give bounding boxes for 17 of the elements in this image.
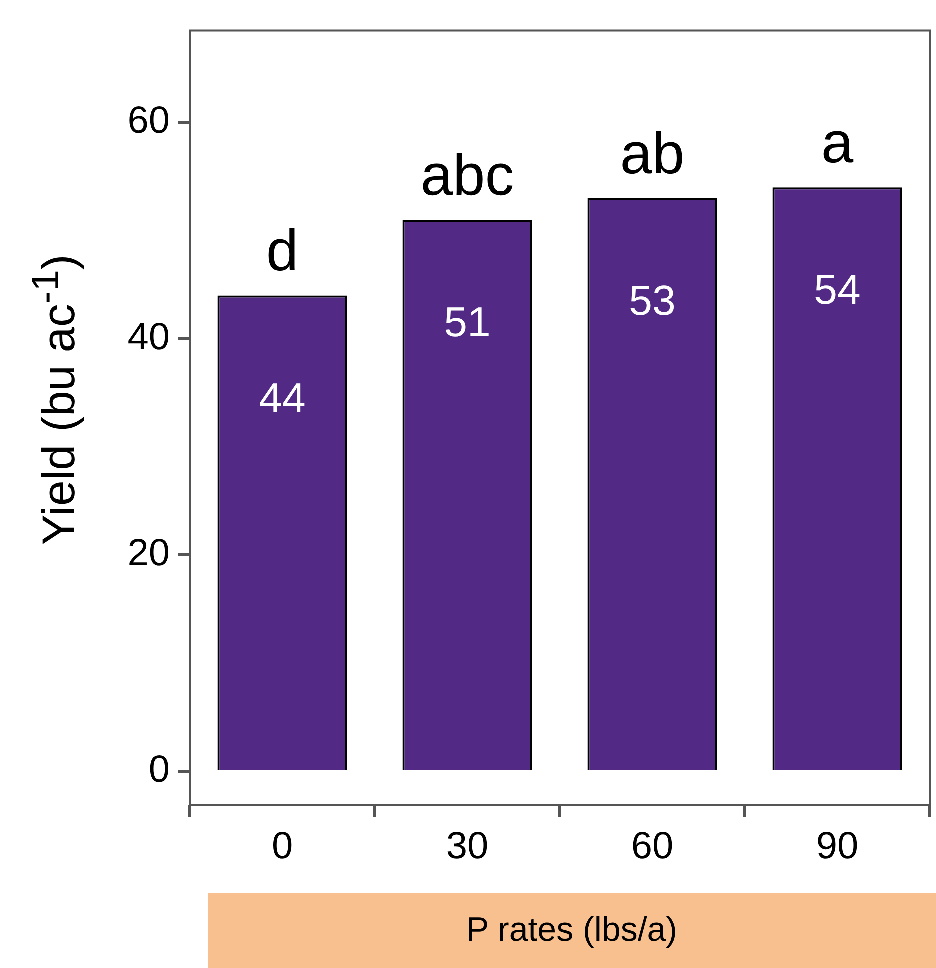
x-tick-label: 90 [816,825,859,868]
data-label: 51 [444,298,491,346]
annotation: d [266,218,299,284]
y-tick-label: 60 [128,100,170,142]
x-tick-label: 60 [631,825,674,868]
annotation: abc [420,143,514,208]
y-tick-label: 0 [148,748,170,791]
data-label: 53 [629,276,676,324]
y-tick-label: 40 [128,316,170,358]
x-axis-title: P rates (lbs/a) [208,893,936,968]
data-label: 44 [259,374,306,422]
annotation: ab [620,121,685,186]
x-tick-label: 0 [272,825,294,868]
y-tick-label: 20 [128,532,170,575]
annotation: a [821,110,854,176]
data-label: 54 [814,266,861,314]
x-tick-label: 30 [446,825,489,868]
